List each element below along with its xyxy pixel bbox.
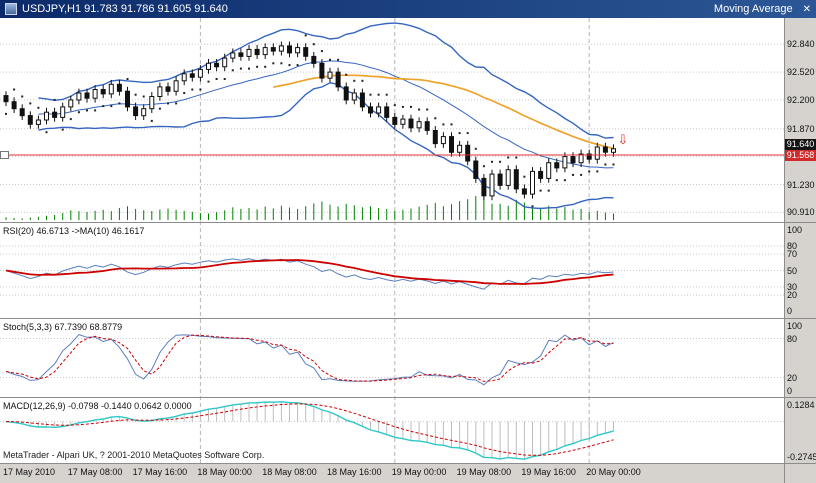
time-axis-label: 17 May 08:00 [67, 467, 123, 477]
time-axis-label: 19 May 16:00 [521, 467, 576, 477]
time-axis-label: 19 May 00:00 [391, 467, 447, 477]
rsi-axis-label: 70 [787, 249, 798, 260]
price-axis-label: 91.230 [787, 179, 815, 190]
price-axis-label: 91.870 [787, 123, 815, 134]
stoch-axis-label: 100 [787, 320, 803, 331]
chart-titlebar: USDJPY,H1 91.783 91.786 91.605 91.640 Mo… [0, 0, 816, 18]
chart-icon [5, 3, 17, 15]
stoch-indicator-label: Stoch(5,3,3) 67.7390 68.8779 [3, 322, 123, 332]
time-axis-label: 18 May 16:00 [327, 467, 382, 477]
sell-arrow-icon[interactable]: ⇩ [617, 131, 629, 147]
price-axis[interactable]: 92.840 92.520 92.200 91.870 91.230 90.910 100 8… [786, 0, 816, 483]
price-axis-label: 92.200 [787, 94, 815, 105]
price-axis-label: 90.910 [787, 207, 815, 218]
order-price-badge: 91.568 [785, 150, 816, 162]
macd-indicator-label: MACD(12,26,9) -0.0798 -0.1440 0.0642 0.0… [3, 401, 192, 411]
order-line-anchor[interactable] [0, 151, 9, 160]
copyright-text: MetaTrader - Alpari UK, ? 2001-2010 Meta… [3, 450, 265, 460]
time-axis-label: 17 May 2010 [3, 467, 56, 477]
close-icon[interactable]: ✕ [802, 3, 811, 15]
indicator-panel-title: Moving Average [713, 3, 793, 15]
stoch-axis-label: 80 [787, 333, 798, 344]
stoch-axis-label: 20 [787, 372, 798, 383]
rsi-indicator-label: RSI(20) 46.6713 ->MA(10) 46.1617 [3, 226, 145, 236]
time-axis-label: 17 May 16:00 [132, 467, 188, 477]
macd-axis-label: -0.2745 [787, 451, 816, 462]
price-axis-label: 92.840 [787, 39, 815, 50]
rsi-axis-label: 0 [787, 306, 793, 317]
time-axis-label: 18 May 08:00 [262, 467, 317, 477]
rsi-axis-label: 50 [787, 265, 798, 276]
time-axis-label: 20 May 00:00 [586, 467, 641, 477]
time-axis-label: 19 May 08:00 [456, 467, 512, 477]
macd-axis-label: 0.1284 [787, 400, 815, 411]
chart-title: USDJPY,H1 91.783 91.786 91.605 91.640 [22, 3, 228, 15]
price-axis-label: 92.520 [787, 67, 815, 78]
time-axis[interactable]: 17 May 2010 17 May 08:00 17 May 16:00 18 Ma… [0, 463, 784, 483]
rsi-axis-label: 100 [787, 224, 803, 235]
time-axis-label: 18 May 00:00 [197, 467, 252, 477]
stoch-axis-label: 0 [787, 385, 793, 396]
rsi-axis-label: 20 [787, 290, 798, 301]
bid-price-badge: 91.640 [785, 138, 816, 150]
